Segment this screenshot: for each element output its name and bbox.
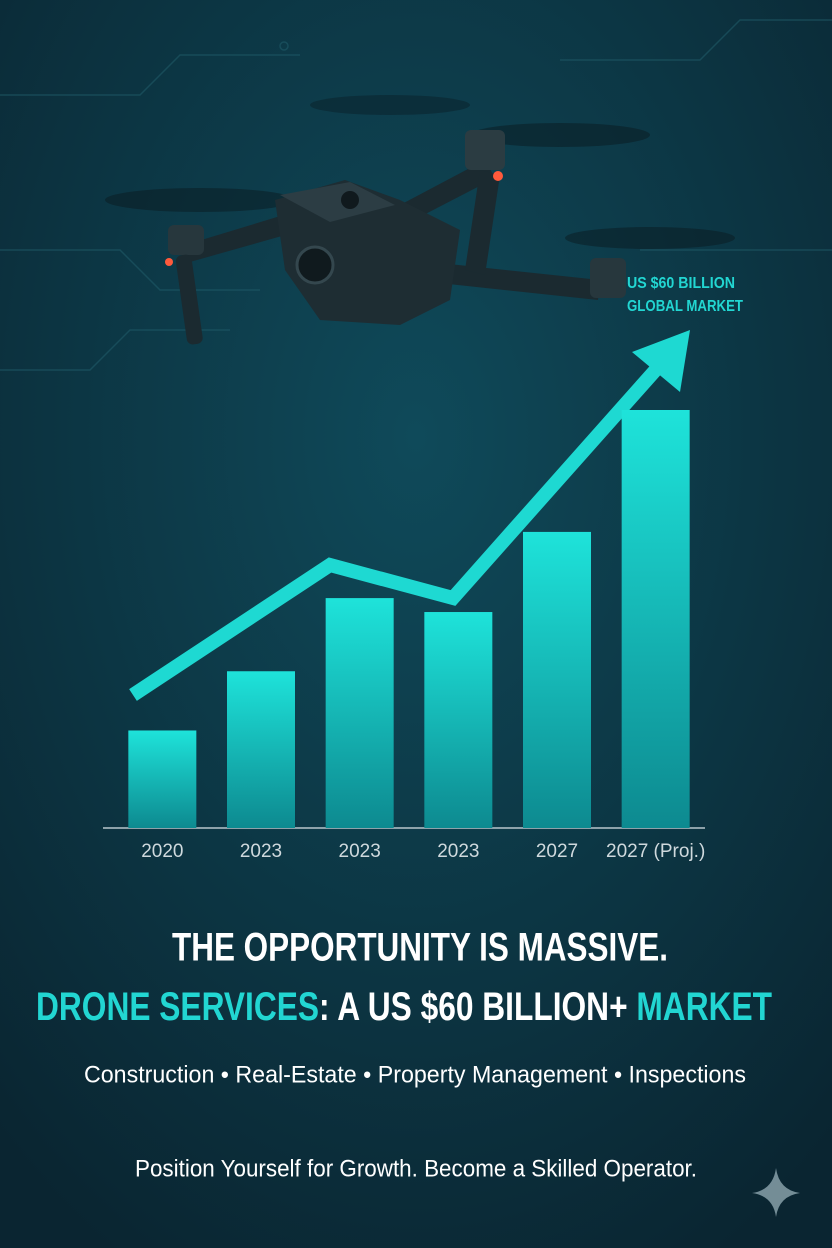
trend-arrow	[129, 330, 690, 701]
x-tick-label: 2020	[141, 841, 183, 862]
x-tick-label: 2027 (Proj.)	[606, 841, 705, 862]
tagline: Position Yourself for Growth. Become a S…	[135, 1155, 697, 1182]
bar	[621, 410, 690, 828]
annotation: US $60 BILLION	[627, 275, 735, 292]
x-tick-label: 2027	[536, 841, 578, 862]
sparkle	[752, 1168, 800, 1217]
annotation: GLOBAL MARKET	[627, 298, 743, 315]
headline-segment: MARKET	[636, 985, 772, 1029]
sectors: Construction • Real-Estate • Property Ma…	[84, 1061, 746, 1088]
circuit-lines	[0, 19, 832, 371]
drone	[105, 95, 735, 345]
x-tick-label: 2023	[437, 841, 479, 862]
headline: THE OPPORTUNITY IS MASSIVE.	[172, 926, 668, 970]
bar	[128, 730, 197, 828]
headline-sub: DRONE SERVICES: A US $60 BILLION+ MARKET	[36, 985, 772, 1029]
x-tick-label: 2023	[240, 841, 282, 862]
bar-chart: US $60 BILLION GLOBAL MARKET 2020 2023 202…	[103, 275, 743, 862]
x-tick-label: 2023	[339, 841, 381, 862]
bar	[424, 612, 493, 828]
headline-segment: : A US $60 BILLION+	[319, 985, 636, 1029]
bar	[523, 531, 591, 828]
headline-segment: DRONE SERVICES	[36, 985, 319, 1029]
bar	[227, 671, 295, 828]
bar	[325, 598, 394, 828]
